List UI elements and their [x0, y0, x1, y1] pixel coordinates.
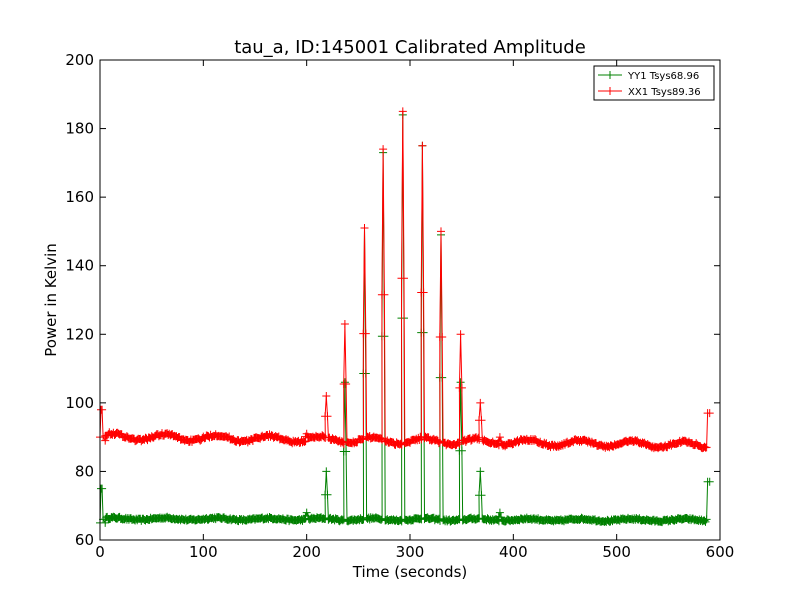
y-tick-label-6: 180: [65, 120, 94, 138]
x-tick-label-0: 0: [95, 543, 105, 561]
y-tick-label-2: 100: [65, 394, 94, 412]
x-tick-label-5: 500: [602, 543, 631, 561]
x-tick-label-3: 300: [396, 543, 425, 561]
chart-title: tau_a, ID:145001 Calibrated Amplitude: [234, 37, 586, 58]
y-axis-label: Power in Kelvin: [42, 243, 60, 357]
ticks-layer: 0 100 200 300 400 500 600 60 80 100 120 140 160 180 20…: [65, 51, 734, 561]
legend-box: [593, 65, 715, 101]
legend-marker-0: [606, 71, 614, 79]
series-1: [96, 107, 714, 453]
x-tick-label-4: 400: [499, 543, 528, 561]
x-axis-label: Time (seconds): [352, 563, 468, 581]
legend: YY1 Tsys68.96 XX1 Tsys89.36: [593, 65, 715, 101]
y-tick-label-5: 160: [65, 188, 94, 206]
series-layer: [96, 107, 714, 527]
y-tick-label-4: 140: [65, 257, 94, 275]
legend-label-1: XX1 Tsys89.36: [628, 87, 701, 98]
y-tick-label-7: 200: [65, 51, 94, 69]
x-tick-label-2: 200: [292, 543, 321, 561]
plot-area: [100, 60, 720, 540]
x-tick-label-1: 100: [189, 543, 218, 561]
legend-label-0: YY1 Tsys68.96: [627, 71, 699, 82]
legend-marker-1: [606, 87, 614, 95]
y-tick-label-1: 80: [75, 462, 94, 480]
x-tick-label-6: 600: [706, 543, 735, 561]
y-tick-label-3: 120: [65, 325, 94, 343]
y-tick-label-0: 60: [75, 531, 94, 549]
